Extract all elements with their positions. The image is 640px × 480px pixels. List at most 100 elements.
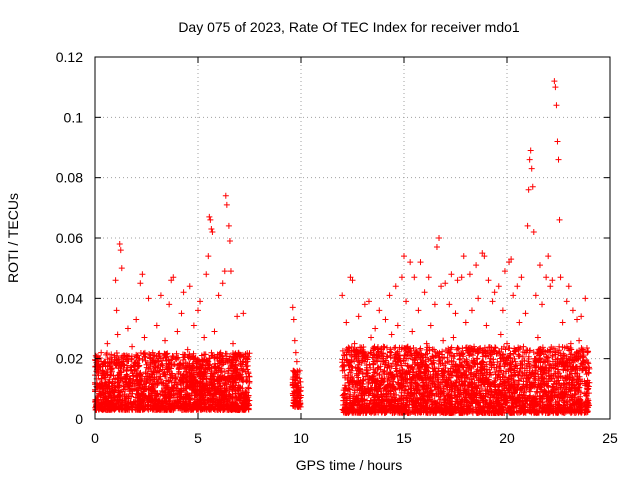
roti-point [101,403,108,410]
roti-point [147,393,154,400]
roti-point [152,363,159,370]
roti-point [125,358,132,365]
roti-point [230,382,237,389]
roti-point [172,374,179,381]
roti-point [142,357,149,364]
roti-point [242,406,249,413]
roti-point [182,385,189,392]
roti-point [122,386,129,393]
roti-point [102,406,109,413]
roti-point [135,357,142,364]
roti-point [196,365,203,372]
roti-point [391,345,398,352]
roti-point [223,398,230,405]
roti-point [100,394,107,401]
roti-point [160,385,167,392]
roti-point [229,386,236,393]
roti-point [239,400,246,407]
roti-point [246,350,253,357]
roti-point [202,402,209,409]
roti-point [237,390,244,397]
roti-point [110,400,117,407]
roti-point [227,383,234,390]
roti-point [149,371,156,378]
roti-point [138,390,145,397]
roti-point [223,386,230,393]
roti-point [216,380,223,387]
roti-point [193,359,200,366]
roti-point [162,371,169,378]
roti-point [189,354,196,361]
roti-point [208,349,215,356]
roti-point [177,371,184,378]
roti-point [237,360,244,367]
roti-point [131,386,138,392]
roti-point [140,350,147,357]
roti-point [121,406,128,413]
roti-point [151,352,158,359]
roti-point [182,351,189,358]
roti-point [217,384,224,391]
roti-point [137,396,144,403]
roti-point [156,350,163,357]
roti-point [133,373,140,380]
roti-point [207,389,214,396]
roti-point [224,375,231,382]
roti-point [185,406,192,413]
roti-point [108,351,115,358]
roti-point [127,387,134,394]
roti-point [151,374,158,381]
roti-point [213,355,220,362]
roti-point [218,359,225,366]
roti-point [98,375,105,382]
roti-point [117,368,124,375]
roti-point [165,366,172,373]
roti-point [186,351,193,358]
roti-point [208,381,215,388]
roti-point [136,376,143,383]
roti-point [119,360,126,367]
roti-point [215,375,222,382]
roti-point [142,405,149,412]
roti-point [199,357,206,364]
roti-point [134,391,141,398]
roti-point [128,364,135,371]
roti-point [116,398,123,405]
roti-point [119,388,126,395]
roti-point [125,403,132,410]
roti-point [189,403,196,410]
roti-point [199,362,206,369]
roti-point [113,361,120,368]
roti-point [121,383,128,390]
roti-point [182,374,189,381]
roti-point [95,372,102,379]
roti-point [170,387,177,394]
roti-point [211,360,218,367]
roti-point [142,385,149,392]
roti-point [141,386,148,393]
roti-point [152,397,159,404]
roti-point [238,365,245,372]
roti-point [156,367,163,374]
roti-point [140,395,147,402]
roti-point [132,404,139,411]
roti-point [245,384,252,391]
roti-point [204,397,211,404]
roti-point [505,345,512,352]
roti-point [245,370,252,377]
roti-point [194,371,201,378]
roti-point [169,352,176,359]
roti-point [210,405,217,412]
roti-point [166,389,173,396]
roti-point [132,366,139,373]
roti-point [142,369,149,376]
roti-point [151,359,158,366]
roti-point [212,401,219,408]
roti-point [195,406,202,413]
roti-point [147,363,154,370]
roti-point [240,354,247,361]
roti-point [236,395,243,402]
roti-point [107,371,114,378]
roti-point [126,393,133,400]
